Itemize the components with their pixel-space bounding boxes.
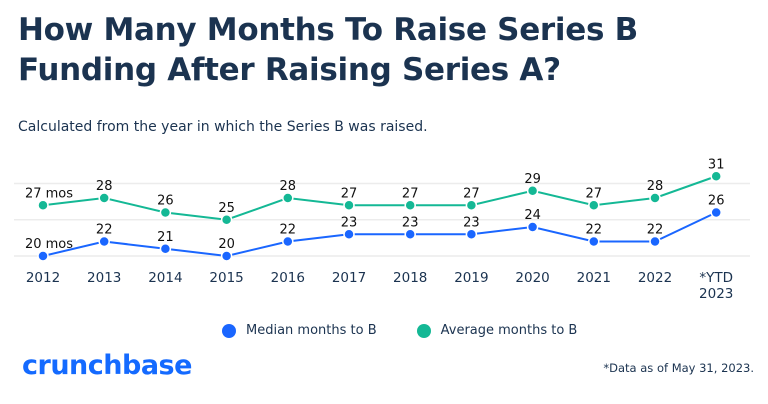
data-label: 28 [280,179,297,194]
legend-label-median: Median months to B [246,323,377,338]
data-point [98,192,110,204]
data-label: 22 [586,223,603,238]
data-point [649,192,661,204]
data-label: 27 [402,186,419,201]
data-label: 20 [218,237,235,252]
data-point [526,185,539,197]
data-point [159,206,172,219]
x-tick-label: 2022 [638,270,672,286]
data-point [343,199,355,211]
x-tick-label: 2015 [209,270,243,286]
data-point [159,243,172,255]
x-tick-label: 2021 [577,270,611,286]
data-point [282,235,294,248]
data-point [465,228,478,240]
data-point [37,199,49,211]
x-tick-label: 2016 [271,270,305,286]
legend-label-average: Average months to B [440,323,578,338]
data-point [404,228,416,240]
data-point [220,214,233,226]
data-label: 28 [96,179,113,194]
series-line [42,211,717,258]
legend: Median months to B Average months to B [222,323,577,338]
series-line [42,175,717,221]
data-point [710,170,722,182]
legend-item-average: Average months to B [416,323,578,338]
x-tick-label: 2014 [148,270,182,286]
data-point [649,235,661,248]
data-label: 29 [524,172,541,187]
data-label: 27 [586,186,603,201]
data-label: 22 [647,223,664,238]
x-tick-label: 2012 [26,270,60,286]
data-point [220,250,233,262]
data-label: 23 [341,215,358,230]
x-tick-label: 2017 [332,270,366,286]
x-tick-label: 2020 [515,270,549,286]
data-label: 27 [463,186,480,201]
data-point [282,192,294,204]
data-label: 26 [157,194,174,209]
chart-subtitle: Calculated from the year in which the Se… [18,119,428,135]
data-point [526,221,539,233]
data-point [343,228,355,240]
data-label: 31 [708,157,725,172]
legend-swatch-average [416,323,431,338]
data-point [98,235,110,248]
data-point [465,199,478,211]
data-label: 22 [96,223,113,238]
x-tick-label: *YTD [699,270,733,286]
data-label: 27 [341,186,358,201]
data-label: 22 [280,223,297,238]
x-tick-label: 2018 [393,270,427,286]
data-point [404,199,416,211]
data-label: 26 [708,194,725,209]
data-label: 23 [402,215,419,230]
crunchbase-logo: crunchbase [22,350,192,381]
legend-swatch-median [222,323,236,338]
x-tick-label: 2023 [699,286,733,302]
x-tick-label: 2013 [87,270,121,286]
data-label: 23 [463,215,480,230]
chart-title: How Many Months To Raise Series B Fundin… [18,12,638,88]
data-point [37,250,49,262]
data-point [588,199,600,211]
data-label: 20 mos [25,237,73,252]
data-label: 27 mos [25,186,73,201]
data-point [710,206,722,219]
legend-item-median: Median months to B [222,323,377,338]
footnote: *Data as of May 31, 2023. [603,361,754,375]
x-tick-label: 2019 [454,270,488,286]
data-point [588,235,600,248]
data-label: 28 [647,179,664,194]
data-label: 24 [524,208,541,223]
data-label: 25 [218,201,235,216]
data-label: 21 [157,230,174,245]
